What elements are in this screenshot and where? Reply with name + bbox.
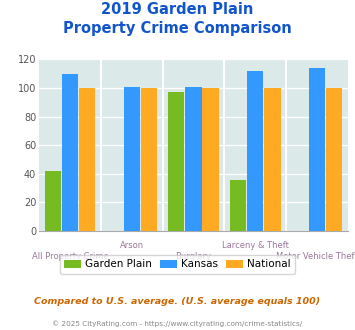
Bar — [202, 88, 219, 231]
Bar — [247, 71, 263, 231]
Bar — [141, 88, 157, 231]
Bar — [79, 88, 95, 231]
Bar — [185, 86, 202, 231]
Text: 2019 Garden Plain: 2019 Garden Plain — [101, 2, 254, 16]
Bar — [326, 88, 342, 231]
Legend: Garden Plain, Kansas, National: Garden Plain, Kansas, National — [60, 255, 295, 274]
Text: All Property Crime: All Property Crime — [32, 252, 108, 261]
Bar — [230, 180, 246, 231]
Text: Property Crime Comparison: Property Crime Comparison — [63, 21, 292, 36]
Bar — [62, 74, 78, 231]
Bar — [45, 171, 61, 231]
Text: Compared to U.S. average. (U.S. average equals 100): Compared to U.S. average. (U.S. average … — [34, 297, 321, 306]
Text: Arson: Arson — [120, 241, 144, 250]
Text: Burglary: Burglary — [175, 252, 212, 261]
Text: Larceny & Theft: Larceny & Theft — [222, 241, 289, 250]
Bar — [309, 68, 325, 231]
Bar — [124, 86, 140, 231]
Text: © 2025 CityRating.com - https://www.cityrating.com/crime-statistics/: © 2025 CityRating.com - https://www.city… — [53, 321, 302, 327]
Bar — [168, 92, 185, 231]
Text: Motor Vehicle Theft: Motor Vehicle Theft — [276, 252, 355, 261]
Bar — [264, 88, 280, 231]
